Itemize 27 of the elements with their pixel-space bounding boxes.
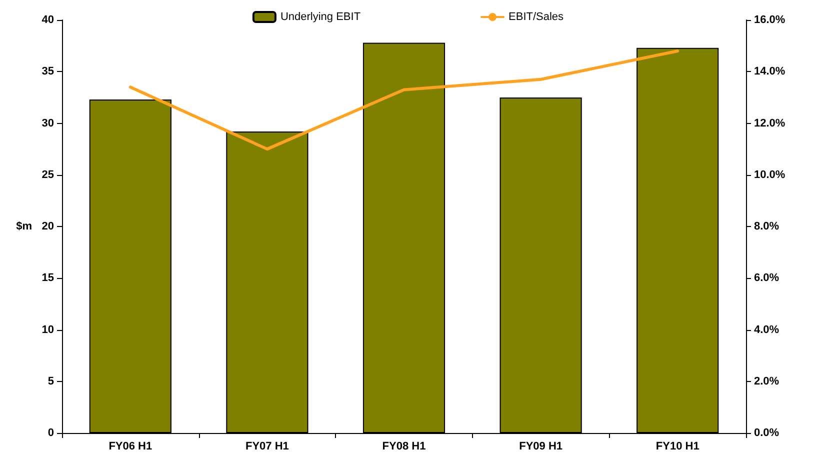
y2-tick-label: 4.0% bbox=[754, 324, 780, 336]
y2-tick-label: 0.0% bbox=[754, 427, 780, 439]
legend-label: EBIT/Sales bbox=[508, 11, 564, 23]
line-series bbox=[128, 49, 680, 151]
legend-label: Underlying EBIT bbox=[280, 11, 361, 23]
y2-tick-label: 8.0% bbox=[754, 220, 780, 232]
y-tick-label: 25 bbox=[42, 168, 54, 181]
y2-tick-label: 16.0% bbox=[754, 14, 786, 26]
y-tick-label: 15 bbox=[42, 272, 54, 284]
y-tick-label: 20 bbox=[42, 220, 54, 232]
y-tick-label: 30 bbox=[42, 117, 54, 130]
y2-tick-label: 10.0% bbox=[754, 168, 786, 181]
x-tick-label: FY08 H1 bbox=[382, 440, 426, 452]
y2-tick-label: 12.0% bbox=[754, 117, 786, 130]
y-tick-label: 0 bbox=[48, 427, 54, 439]
y-axis-title: $m bbox=[16, 220, 32, 232]
x-tick-label: FY10 H1 bbox=[656, 440, 700, 452]
y-tick-label: 40 bbox=[42, 14, 54, 26]
y2-tick-label: 2.0% bbox=[754, 375, 780, 388]
x-tick-label: FY06 H1 bbox=[108, 440, 152, 452]
y-tick-label: 10 bbox=[42, 324, 54, 336]
y-tick-label: 5 bbox=[48, 375, 54, 388]
y-tick-label: 35 bbox=[42, 66, 54, 78]
y2-tick-label: 14.0% bbox=[754, 66, 786, 78]
y2-tick-label: 6.0% bbox=[754, 272, 780, 284]
x-tick-label: FY07 H1 bbox=[245, 440, 289, 452]
x-tick-label: FY09 H1 bbox=[519, 440, 563, 452]
